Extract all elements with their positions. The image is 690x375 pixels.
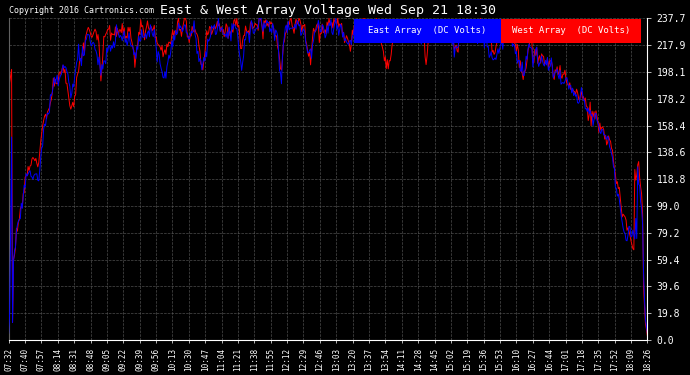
Text: West Array  (DC Volts): West Array (DC Volts) [512, 26, 630, 35]
Text: East Array  (DC Volts): East Array (DC Volts) [368, 26, 486, 35]
Title: East & West Array Voltage Wed Sep 21 18:30: East & West Array Voltage Wed Sep 21 18:… [160, 4, 496, 17]
Text: Copyright 2016 Cartronics.com: Copyright 2016 Cartronics.com [9, 6, 154, 15]
